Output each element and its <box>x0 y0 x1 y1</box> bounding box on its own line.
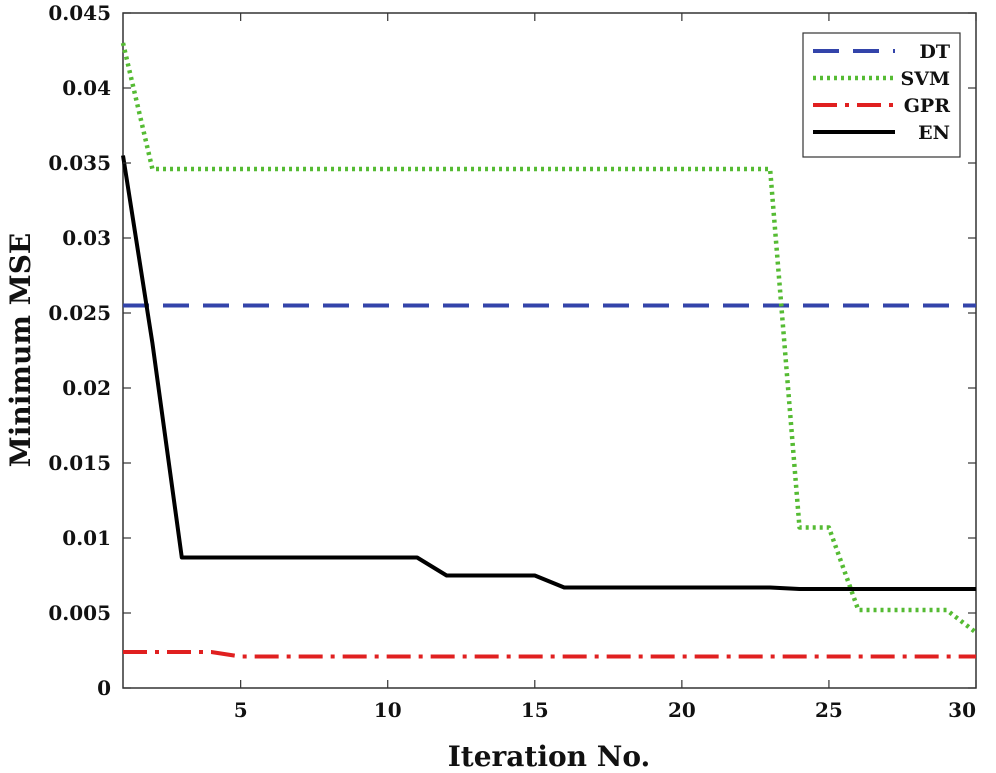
x-tick-label: 25 <box>815 698 843 722</box>
x-axis-title: Iteration No. <box>448 740 651 773</box>
legend-box <box>802 32 961 158</box>
y-tick-label: 0.045 <box>48 1 111 25</box>
series-layer <box>120 42 978 659</box>
x-tick-label: 15 <box>521 698 549 722</box>
legend-label-en: EN <box>918 122 950 144</box>
y-tick-label: 0.035 <box>48 151 111 175</box>
tick-layer: 5 10 15 20 25 30 0 0.005 0.01 0.015 0.02 0.025 0.03 0… <box>48 1 977 722</box>
legend-label-svm: SVM <box>901 68 951 90</box>
x-tick-label: 20 <box>668 698 696 722</box>
y-axis-title: Minimum MSE <box>4 233 37 468</box>
x-tick-label: 30 <box>948 698 976 722</box>
y-tick-label: 0.04 <box>62 76 111 100</box>
y-tick-label: 0 <box>97 676 111 700</box>
y-tick-label: 0.025 <box>48 301 111 325</box>
y-tick-label: 0.02 <box>62 376 111 400</box>
series-line-en <box>121 155 976 591</box>
series-line-svm <box>120 42 978 635</box>
legend-label-dt: DT <box>919 41 950 63</box>
y-tick-label: 0.015 <box>48 451 111 475</box>
y-tick-label: 0.03 <box>62 226 111 250</box>
x-tick-label: 5 <box>234 698 248 722</box>
y-tick-label: 0.005 <box>48 601 111 625</box>
x-tick-label: 10 <box>374 698 402 722</box>
series-line-gpr <box>123 650 976 659</box>
legend: DT SVM GPR EN <box>802 32 961 158</box>
y-tick-label: 0.01 <box>62 526 111 550</box>
legend-label-gpr: GPR <box>904 95 951 117</box>
